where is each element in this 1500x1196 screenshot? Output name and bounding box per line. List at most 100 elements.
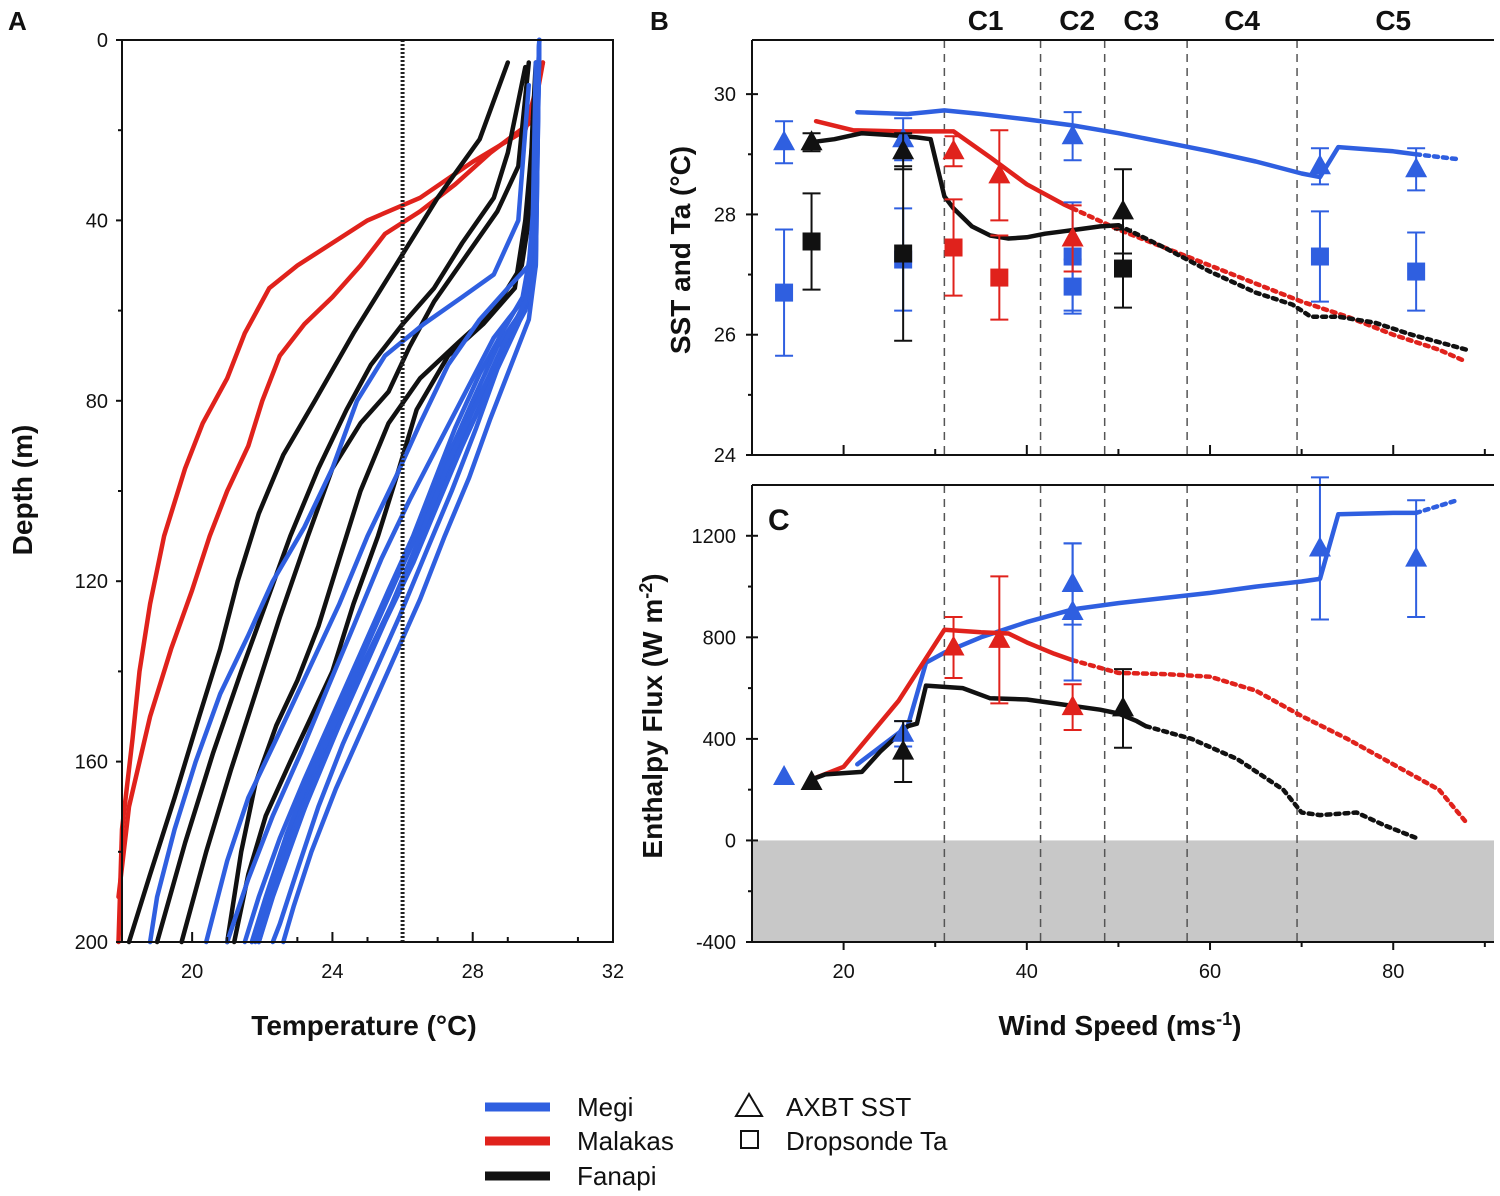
panel-b-megi-sst-point — [1308, 154, 1331, 175]
profile-fanapi-2 — [154, 64, 528, 945]
panel-c-y-axis-title-end: ) — [637, 573, 668, 582]
panel-b-fanapi-ta-point — [894, 244, 913, 263]
panel-c-model-lines — [809, 497, 1469, 841]
panel-b-y-axis-title: SST and Ta (°C) — [665, 146, 696, 354]
panel-b-y-tick-label: 24 — [714, 445, 736, 467]
category-label-c2: C2 — [1059, 5, 1095, 36]
panel-c-megi-model-dotted — [1413, 497, 1460, 516]
panel-c-y-tick-label: 400 — [703, 729, 736, 751]
panel-c-x-axis-title-end: ) — [1232, 1010, 1241, 1041]
panel-b-megi-sst-point — [773, 130, 796, 151]
panel-b-y-tick-label: 30 — [714, 84, 736, 106]
panel-b-megi-model-solid — [855, 108, 1419, 180]
panel-c-x-tick-label: 40 — [1016, 961, 1038, 983]
panel-c-y-tick-label: 1200 — [692, 526, 737, 548]
panel-b-fanapi-model-dotted — [1116, 222, 1469, 352]
panel-b-megi-sst-point — [1405, 157, 1428, 178]
triangle-icon — [734, 1092, 764, 1117]
panel-c-malakas-model-dotted — [1070, 657, 1469, 825]
panel-b-megi-sst-point — [1061, 124, 1084, 145]
panel-b-ticks: 24 26 28 30 — [714, 84, 1486, 467]
profile-megi-10 — [281, 37, 542, 945]
panel-c-megi-model-solid — [855, 510, 1419, 767]
legend: Megi Malakas Fanapi AXBT SST Dropsonde T… — [485, 1092, 948, 1191]
panel-c-fanapi-model-dotted — [1143, 723, 1419, 841]
category-label-c4: C4 — [1224, 5, 1260, 36]
panel-c-y-axis-title-main: Enthalpy Flux (W m — [637, 599, 668, 859]
panel-b-y-tick-label: 28 — [714, 204, 736, 226]
panel-c-fanapi-model-solid — [809, 683, 1149, 782]
panel-a-x-tick-label: 24 — [321, 961, 343, 983]
panel-b-fanapi-sst-point — [800, 130, 823, 151]
panel-c-category-lines — [943, 485, 1298, 942]
panel-label-c: C — [768, 504, 790, 537]
profile-megi-3 — [224, 37, 542, 945]
panel-b-malakas-ta-point — [990, 268, 1009, 287]
panel-a-y-tick-label: 120 — [75, 571, 108, 593]
panel-c-y-axis-title-sup: -2 — [636, 583, 656, 599]
panel-b-observations — [773, 111, 1428, 357]
panel-b-megi-ta-point — [775, 283, 794, 302]
panel-c-megi-point — [1405, 546, 1428, 567]
panel-c-y-axis-title: Enthalpy Flux (W m-2) — [636, 573, 668, 858]
panel-c-x-axis-title-main: Wind Speed (ms — [999, 1010, 1217, 1041]
panel-b-model-lines — [809, 108, 1469, 365]
panel-a-y-tick-label: 40 — [86, 210, 108, 232]
profile-megi-1 — [147, 82, 532, 945]
profile-megi-6 — [242, 37, 542, 945]
panel-c-fanapi-point — [892, 739, 915, 760]
panel-c-malakas-point — [942, 635, 965, 656]
panel-c-fanapi-point — [800, 770, 823, 791]
category-label-c5: C5 — [1375, 5, 1411, 36]
panel-a-y-tick-label: 200 — [75, 932, 108, 954]
panel-c-malakas-point — [1061, 695, 1084, 716]
panel-c-y-tick-label: 800 — [703, 627, 736, 649]
panel-a-y-tick-label: 80 — [86, 391, 108, 413]
panel-b-fanapi-sst-point — [1112, 199, 1134, 220]
profile-megi-11 — [256, 60, 539, 945]
panel-b-megi-ta-point — [1310, 247, 1329, 266]
legend-malakas-label: Malakas — [577, 1126, 674, 1156]
panel-c-x-tick-label: 60 — [1199, 961, 1221, 983]
legend-megi-label: Megi — [577, 1092, 633, 1122]
panel-a-x-tick-label: 20 — [181, 961, 203, 983]
panel-c-fanapi-point — [1112, 696, 1134, 717]
panel-c-megi-point — [773, 764, 796, 785]
profile-megi-2 — [203, 37, 542, 945]
panel-c-ticks: -400 0 400 800 1200 20 40 60 80 — [692, 526, 1486, 983]
panel-a-y-axis-title: Depth (m) — [7, 425, 38, 556]
panel-c-y-tick-label: -400 — [696, 932, 736, 954]
panel-a-ticks: 20 24 28 32 0 40 80 120 160 200 — [75, 30, 625, 983]
profile-malakas-2 — [116, 60, 546, 900]
legend-dropsonde-label: Dropsonde Ta — [786, 1126, 948, 1156]
panel-b-malakas-sst-point — [988, 163, 1011, 184]
panel-c-frame — [751, 484, 1494, 943]
panel-c-megi-point — [1308, 536, 1331, 557]
panel-c-megi-point — [1061, 599, 1084, 620]
panel-c-observations — [773, 476, 1428, 791]
panel-c-malakas-point — [988, 627, 1011, 648]
panel-b-malakas-sst-point — [1061, 226, 1084, 247]
panel-b-y-tick-label: 26 — [714, 325, 736, 347]
panel-c-enthalpy-flux: -400 0 400 800 1200 20 40 60 80 C Enthalpy Flux … — [636, 476, 1494, 1041]
profile-fanapi-1 — [126, 60, 511, 945]
panel-b-fanapi-sst-point — [892, 139, 915, 160]
category-label-c1: C1 — [968, 5, 1004, 36]
panel-b-fanapi-model-solid — [809, 130, 1121, 241]
legend-fanapi-label: Fanapi — [577, 1161, 657, 1191]
panel-a-x-axis-title: Temperature (°C) — [251, 1010, 476, 1041]
panel-c-x-axis-title-sup: -1 — [1216, 1009, 1232, 1029]
profile-malakas-1 — [116, 60, 546, 945]
panel-b-megi-ta-point — [1063, 277, 1082, 296]
legend-axbt-label: AXBT SST — [786, 1092, 911, 1122]
panel-b-fanapi-ta-point — [802, 232, 821, 251]
panel-a-x-tick-label: 28 — [462, 961, 484, 983]
panel-c-x-tick-label: 20 — [832, 961, 854, 983]
panel-c-x-tick-label: 80 — [1382, 961, 1404, 983]
panel-b-megi-ta-point — [1407, 262, 1426, 281]
panel-b-malakas-sst-point — [942, 139, 965, 160]
panel-b-sst-and-ta: C1 C2 C3 C4 C5 24 26 28 30 SST and Ta (°C) — [665, 5, 1494, 467]
panel-c-x-axis-title: Wind Speed (ms-1) — [999, 1009, 1242, 1041]
